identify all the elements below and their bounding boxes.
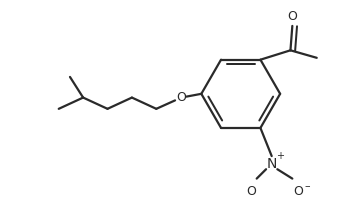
Text: +: +	[276, 151, 284, 161]
Text: O: O	[287, 10, 297, 23]
Text: –: –	[304, 181, 310, 191]
Text: O: O	[293, 185, 303, 197]
Text: O: O	[176, 91, 186, 104]
Text: O: O	[246, 185, 256, 197]
Text: N: N	[266, 157, 277, 171]
